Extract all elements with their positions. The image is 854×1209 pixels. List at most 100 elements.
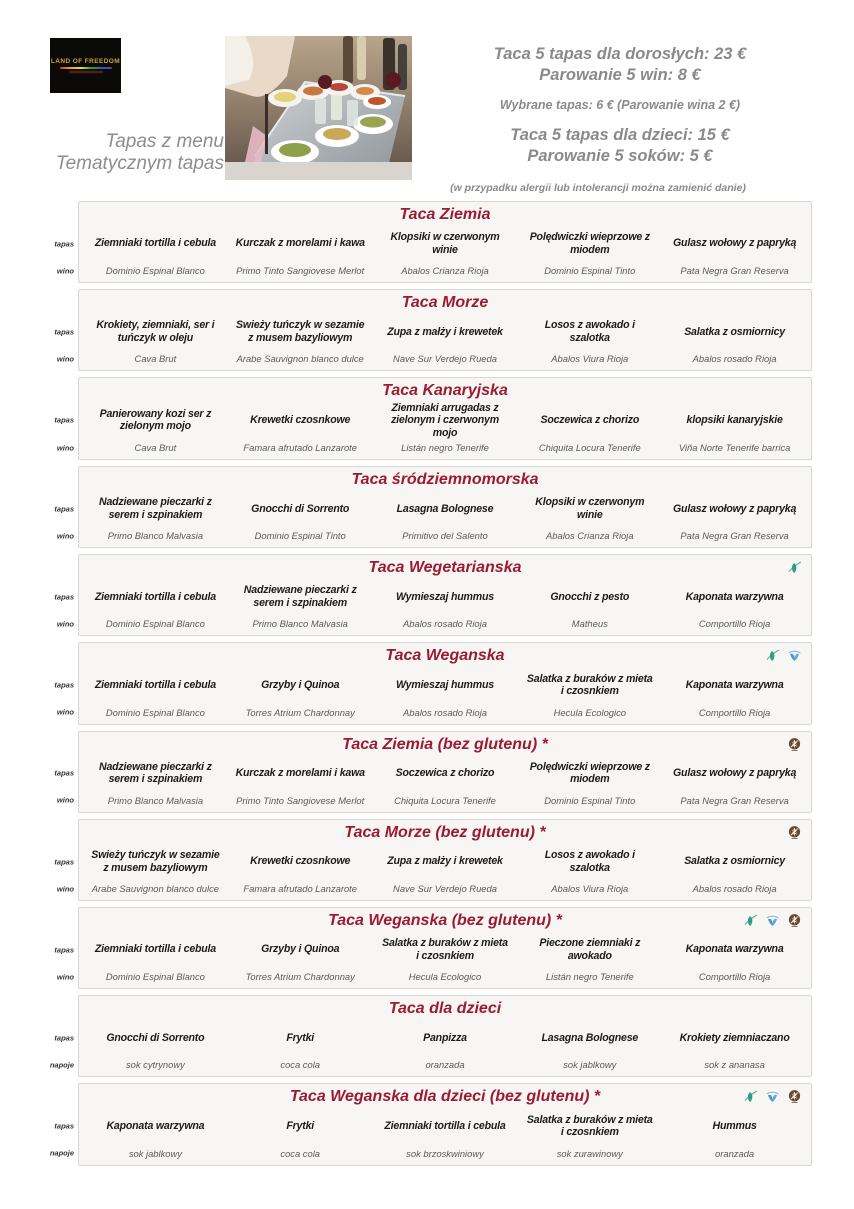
drink-item: sok zurawinowy — [556, 1147, 623, 1159]
drink-item: sok jablkowy — [563, 1059, 617, 1071]
drinks-row-label: wino — [56, 531, 74, 541]
vegetarian-icon — [765, 648, 780, 663]
vegan-icon — [765, 913, 780, 928]
tapas-row: tapas Swieży tuńczyk w sezamie z musem b… — [54, 843, 807, 880]
drinks-row: wino Primo Blanco Malvasia Dominio Espina… — [57, 529, 807, 542]
menu-section: Taca Weganska tapas Ziemniaki tortilla i… — [54, 642, 812, 725]
tapas-item: Krewetki czosnkowe — [250, 855, 351, 868]
drink-item: Dominio Espinal Tinto — [544, 265, 636, 277]
vegetarian-icon — [743, 913, 758, 928]
tapas-item: Ziemniaki tortilla i cebula — [94, 678, 216, 691]
section-title: Taca Weganska dla dzieci (bez glutenu) * — [289, 1088, 601, 1106]
drink-item: coca cola — [280, 1059, 320, 1071]
tapas-item: Polędwiczki wieprzowe z miodem — [529, 760, 650, 786]
tapas-item: Wymieszaj hummus — [396, 678, 494, 691]
drink-item: Comportillo Rioja — [698, 971, 771, 983]
section-title: Taca Weganska (bez glutenu) * — [328, 912, 562, 929]
logo-text: LAND OF FREEDOM — [50, 58, 121, 65]
kids-juice-pairing-price: Parowanie 5 soków: 5 € — [527, 146, 713, 165]
drink-item: sok cytrynowy — [125, 1059, 185, 1071]
drink-item: Pata Negra Gran Reserva — [680, 265, 789, 277]
drink-item: Dominio Espinal Blanco — [105, 618, 205, 630]
drink-item: Torres Atrium Chardonnay — [245, 971, 355, 983]
drink-item: Nave Sur Verdejo Rueda — [393, 353, 497, 365]
tapas-item: Frytki — [286, 1119, 315, 1132]
vegetarian-icon — [743, 1089, 758, 1104]
menu-section: Taca Kanaryjska tapas Panierowany kozi s… — [54, 377, 812, 461]
drinks-row: wino Cava Brut Arabe Sauvignon blanco dul… — [57, 352, 807, 365]
section-title: Taca Wegetarianska — [368, 559, 522, 577]
tapas-item: Kurczak z morelami i kawa — [235, 767, 365, 780]
tapas-item: Nadziewane pieczarki z serem i szpinakie… — [99, 760, 212, 786]
restaurant-logo: LAND OF FREEDOM — [50, 38, 121, 93]
drink-item: Listán negro Tenerife — [401, 442, 489, 454]
drink-item: Abalos Viura Rioja — [551, 882, 629, 894]
menu-sections-list: Taca Ziemia tapas Ziemniaki tortilla i c… — [0, 201, 854, 1166]
section-title: Taca Morze (bez glutenu) * — [344, 823, 546, 841]
drink-item: oranzada — [425, 1059, 465, 1071]
tapas-item: Grzyby i Quinoa — [261, 678, 340, 691]
tapas-row: tapas Ziemniaki tortilla i cebula Nadziew… — [54, 578, 807, 615]
tapas-row: tapas Ziemniaki tortilla i cebula Kurczak… — [54, 225, 807, 262]
tapas-item: Klopsiki w czerwonym winie — [535, 496, 645, 521]
drink-item: Primo Tinto Sangiovese Merlot — [236, 265, 365, 277]
menu-section: Taca Morze (bez glutenu) * tapas Swieży … — [54, 818, 812, 901]
tapas-tray-photo — [225, 36, 412, 180]
drink-item: Abalos Crianza Rioja — [546, 530, 634, 542]
tapas-item: Polędwiczki wieprzowe z miodem — [529, 231, 650, 256]
tapas-item: Kaponata warzywna — [685, 943, 784, 956]
drink-item: Abalos rosado Rioja — [403, 618, 487, 630]
tapas-item: Kurczak z morelami i kawa — [235, 237, 365, 250]
gluten-free-icon — [787, 1089, 802, 1104]
tapas-item: Kaponata warzywna — [685, 590, 784, 603]
vegan-icon — [765, 1089, 780, 1104]
tapas-row-label: tapas — [54, 945, 74, 955]
tapas-item: Klopsiki w czerwonym winie — [390, 231, 500, 256]
drinks-row: wino Dominio Espinal Blanco Torres Atrium… — [57, 706, 807, 719]
drinks-row: wino Cava Brut Famara afrutado Lanzarote L… — [57, 441, 807, 454]
tapas-item: Losos z awokado i szalotka — [544, 849, 635, 874]
drink-item: sok jablkowy — [128, 1147, 182, 1159]
section-title: Taca Kanaryjska — [382, 382, 508, 400]
tapas-row: tapas Panierowany kozi ser z zielonym mo… — [54, 402, 807, 440]
drinks-row-label: wino — [56, 884, 74, 893]
adult-wine-pairing-price: Parowanie 5 win: 8 € — [539, 65, 701, 84]
drink-item: sok z ananasa — [704, 1059, 765, 1071]
vegetarian-icon — [787, 560, 802, 575]
drink-item: Arabe Sauvignon blanco dulce — [236, 353, 364, 365]
diet-icons — [787, 737, 802, 752]
drink-item: Famara afrutado Lanzarote — [243, 882, 357, 894]
drink-item: Cava Brut — [134, 353, 177, 365]
drink-item: Abalos rosado Rioja — [692, 882, 777, 894]
drinks-row: wino Dominio Espinal Blanco Torres Atrium… — [57, 970, 807, 983]
drink-item: Nave Sur Verdejo Rueda — [393, 882, 497, 894]
gluten-free-icon — [787, 913, 802, 928]
tapas-row-label: tapas — [54, 1033, 74, 1043]
drink-item: Primo Tinto Sangiovese Merlot — [236, 794, 365, 806]
tapas-item: Panierowany kozi ser z zielonym mojo — [99, 407, 212, 433]
drink-item: oranzada — [715, 1147, 755, 1159]
section-title: Taca dla dzieci — [388, 1000, 502, 1018]
drinks-row-label: wino — [56, 266, 74, 276]
tapas-item: Nadziewane pieczarki z serem i szpinakie… — [243, 584, 357, 609]
drink-item: Matheus — [571, 618, 608, 630]
tapas-row-label: tapas — [54, 504, 74, 514]
tapas-item: Kaponata warzywna — [685, 678, 784, 691]
drinks-row: wino Primo Blanco Malvasia Primo Tinto Sa… — [57, 794, 807, 807]
diet-icons — [765, 648, 802, 663]
drink-item: coca cola — [280, 1147, 320, 1159]
logo-subtext — [68, 71, 103, 73]
drinks-row-label: wino — [56, 972, 74, 982]
drink-item: Chiquita Locura Tenerife — [394, 794, 496, 806]
diet-icons — [787, 825, 802, 840]
tapas-item: Salatka z buraków z mieta i czosnkiem — [526, 1113, 653, 1139]
drinks-row-label: napoje — [49, 1148, 74, 1158]
rainbow-divider — [59, 67, 112, 69]
drink-item: Viña Norte Tenerife barrica — [678, 442, 791, 454]
tapas-item: Pieczone ziemniaki z awokado — [539, 937, 641, 962]
drink-item: Pata Negra Gran Reserva — [680, 530, 789, 542]
drink-item: Dominio Espinal Tinto — [544, 794, 636, 806]
tapas-item: Grzyby i Quinoa — [261, 943, 340, 956]
tapas-row-label: tapas — [54, 857, 74, 866]
tapas-row-label: tapas — [54, 239, 74, 249]
